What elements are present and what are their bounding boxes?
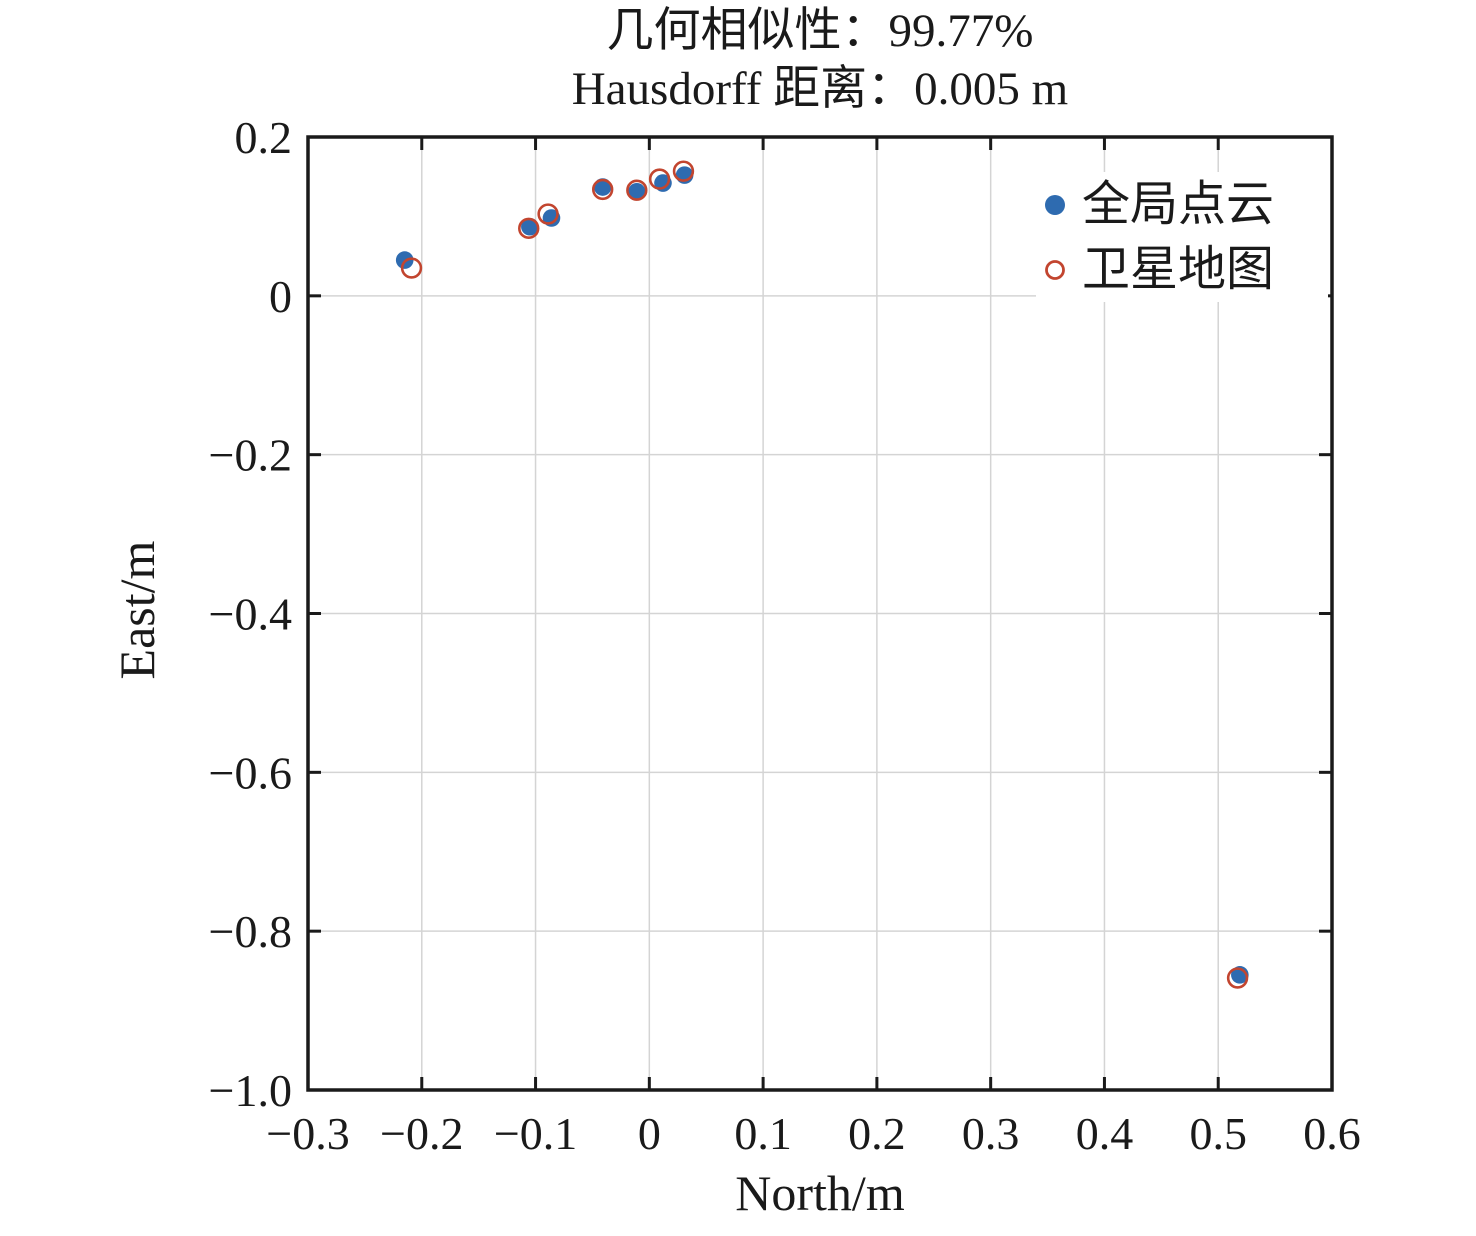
- data-point-satellite: [648, 168, 671, 190]
- data-point-satellite: [400, 257, 423, 279]
- data-point-pointcloud: [593, 178, 612, 196]
- legend-label-satellite: 卫星地图: [1082, 243, 1275, 296]
- chart-title: 几何相似性：99.77% Hausdorff 距离：0.005 m: [308, 2, 1332, 118]
- data-point-pointcloud: [628, 182, 646, 201]
- y-tick-label: −1.0: [209, 1065, 292, 1116]
- data-point-satellite: [1226, 967, 1249, 989]
- data-point-satellite: [626, 179, 648, 201]
- y-axis-label: East/m: [109, 540, 165, 680]
- x-tick-label: 0.2: [848, 1108, 906, 1159]
- data-point-satellite: [537, 203, 559, 225]
- legend-item-pointcloud: 全局点云: [1036, 172, 1328, 237]
- data-point-satellite: [591, 178, 614, 201]
- x-tick-label: −0.1: [494, 1108, 577, 1159]
- x-tick-label: 0: [638, 1108, 661, 1159]
- y-tick-label: −0.2: [209, 430, 292, 481]
- x-tick-label: 0.1: [734, 1108, 792, 1159]
- x-tick-label: 0.3: [962, 1108, 1020, 1159]
- x-tick-label: 0.6: [1303, 1108, 1361, 1159]
- y-tick-label: 0: [269, 271, 292, 322]
- x-tick-label: 0.5: [1189, 1108, 1247, 1159]
- y-tick-label: −0.4: [209, 589, 292, 640]
- x-axis-label: North/m: [735, 1165, 905, 1221]
- data-point-satellite: [518, 217, 540, 240]
- legend: 全局点云 卫星地图: [1036, 172, 1328, 302]
- open-circle-icon: [1045, 259, 1065, 280]
- y-tick-label: 0.2: [235, 112, 293, 163]
- chart-title-line2: Hausdorff 距离：0.005 m: [571, 63, 1069, 115]
- x-tick-label: −0.2: [380, 1108, 463, 1159]
- y-tick-label: −0.6: [209, 747, 292, 798]
- chart-title-line1: 几何相似性：99.77%: [606, 5, 1034, 57]
- x-tick-label: 0.4: [1076, 1108, 1134, 1159]
- legend-label-pointcloud: 全局点云: [1082, 178, 1275, 231]
- y-tick-label: −0.8: [209, 906, 292, 957]
- filled-circle-icon: [1045, 194, 1065, 215]
- x-tick-label: −0.3: [266, 1108, 349, 1159]
- legend-item-satellite: 卫星地图: [1036, 237, 1328, 302]
- data-point-satellite: [672, 160, 695, 182]
